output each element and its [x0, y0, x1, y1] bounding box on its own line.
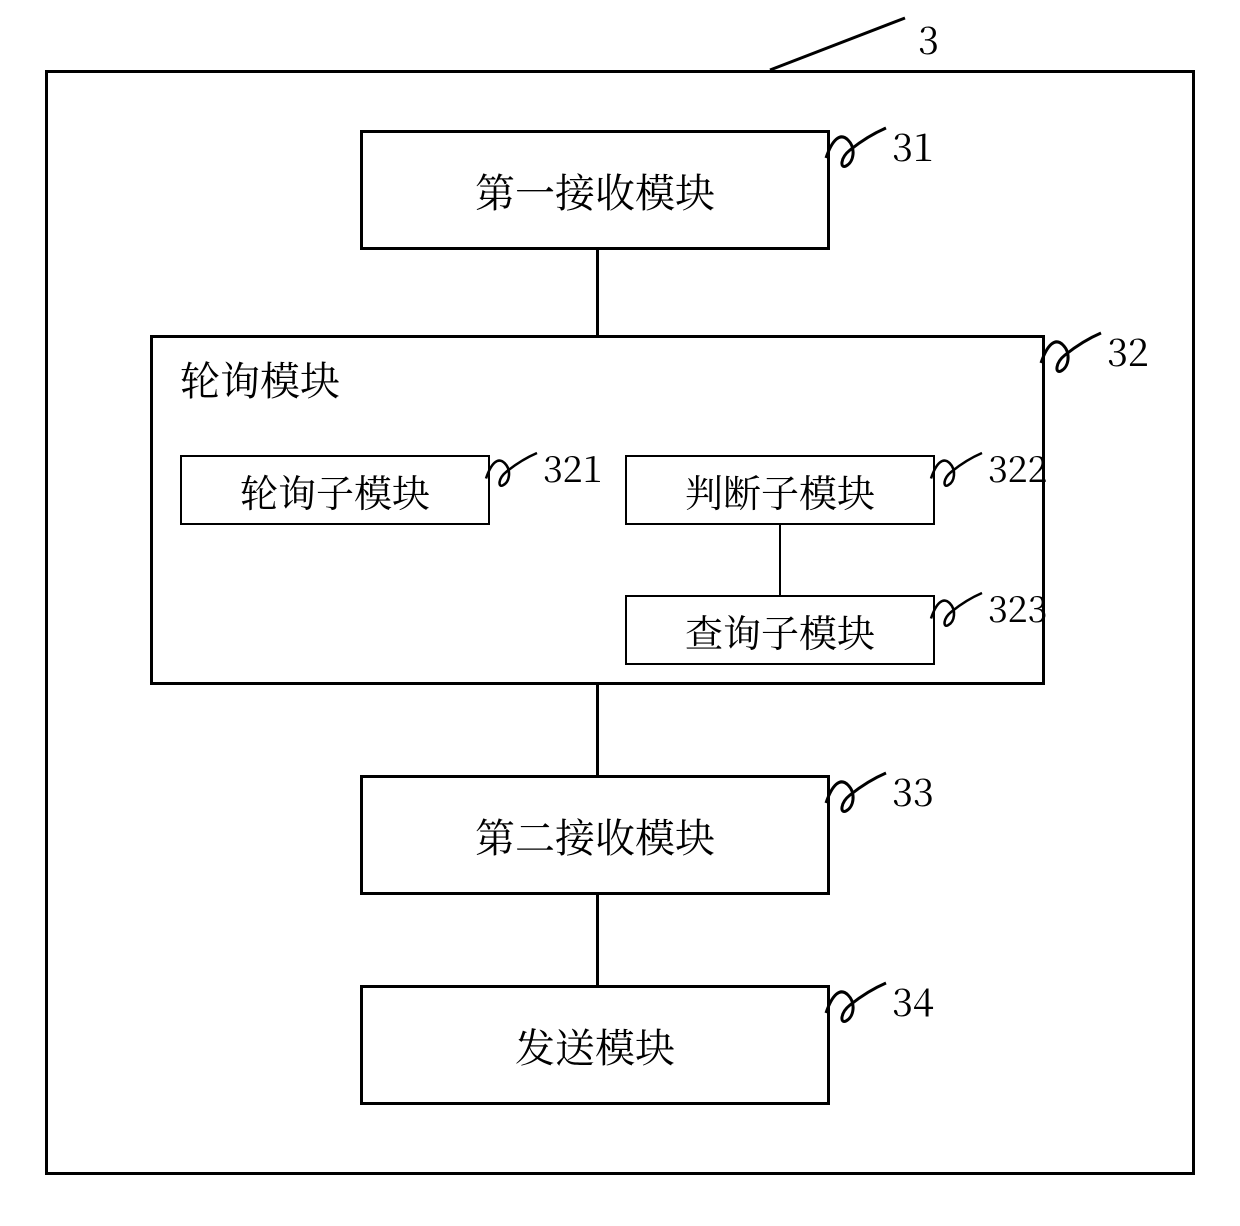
node-33-label: 第二接收模块 — [475, 807, 715, 864]
node-31-ref: 31 — [892, 117, 934, 172]
node-321-ref: 321 — [543, 442, 602, 493]
ref-squiggle — [1041, 333, 1101, 375]
outer-container-ref: 3 — [918, 10, 939, 65]
node-34-ref: 34 — [892, 972, 934, 1027]
ref-squiggle — [826, 983, 886, 1025]
ref-squiggle — [931, 593, 982, 629]
node-34-label: 发送模块 — [515, 1017, 675, 1074]
ref-squiggle — [826, 128, 886, 170]
node-31-label: 第一接收模块 — [475, 162, 715, 219]
ref-squiggle — [931, 453, 982, 489]
node-323: 查询子模块 — [625, 595, 935, 665]
node-322-ref: 322 — [988, 442, 1047, 493]
ref-squiggle — [486, 453, 537, 489]
node-321: 轮询子模块 — [180, 455, 490, 525]
node-33-ref: 33 — [892, 762, 934, 817]
node-322-label: 判断子模块 — [685, 463, 875, 518]
node-32-ref: 32 — [1107, 322, 1149, 377]
edge-31-32 — [596, 250, 599, 335]
node-33: 第二接收模块 — [360, 775, 830, 895]
node-34: 发送模块 — [360, 985, 830, 1105]
node-323-label: 查询子模块 — [685, 603, 875, 658]
node-322: 判断子模块 — [625, 455, 935, 525]
edge-33-34 — [596, 895, 599, 985]
node-321-label: 轮询子模块 — [240, 463, 430, 518]
node-31: 第一接收模块 — [360, 130, 830, 250]
diagram-canvas: 3 第一接收模块 31 轮询模块 32 轮询子模块 321 判断子模块 322 查询子模块 323… — [0, 0, 1240, 1226]
edge-322-323 — [779, 525, 781, 595]
node-32-label: 轮询模块 — [180, 350, 340, 407]
edge-32-33 — [596, 685, 599, 775]
ref-squiggle — [826, 773, 886, 815]
node-323-ref: 323 — [988, 582, 1047, 633]
